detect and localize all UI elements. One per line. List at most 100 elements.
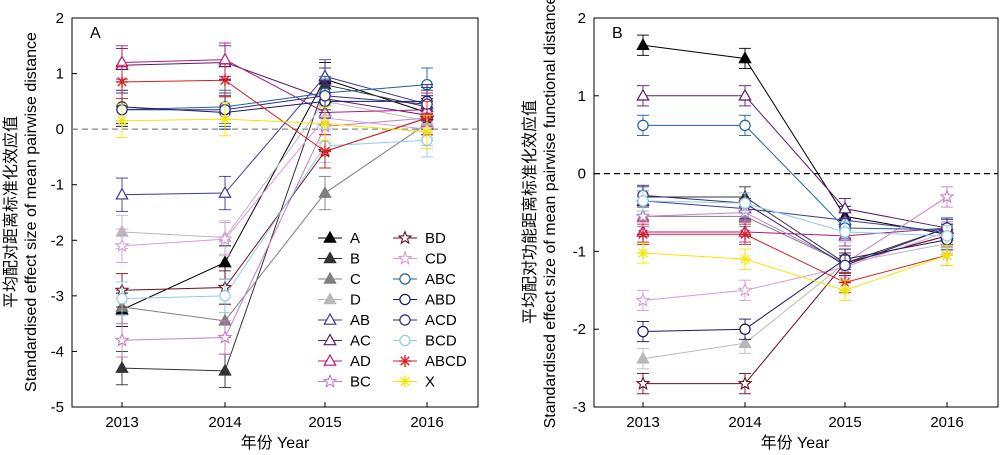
legend-entry-acd: ACD — [393, 312, 457, 329]
series-line — [121, 79, 428, 152]
legend-entry-b: B — [318, 251, 360, 268]
series-line — [642, 200, 948, 237]
data-point — [636, 88, 650, 101]
legend-entry-ad: AD — [318, 353, 371, 370]
legend-entry-bd: BD — [393, 230, 446, 247]
legend-label: ACD — [425, 312, 457, 329]
y-tick-label: 1 — [578, 88, 586, 105]
series-line — [642, 194, 948, 266]
legend-label: C — [350, 271, 361, 288]
series-bcd — [116, 123, 433, 316]
data-point — [115, 187, 129, 200]
panel-b-frame — [593, 17, 999, 408]
y-tick-label: 0 — [578, 166, 586, 183]
data-point — [319, 117, 331, 130]
legend-entry-ac: AC — [318, 333, 371, 350]
legend-entry-bc: BC — [318, 374, 371, 391]
data-point — [941, 230, 953, 242]
legend-label: ABC — [425, 271, 456, 288]
y-tick-label: -2 — [51, 232, 64, 249]
data-point — [115, 360, 129, 373]
legend-label: BCD — [425, 333, 457, 350]
data-point — [219, 74, 231, 87]
y-tick-label: 0 — [56, 121, 64, 138]
y-tick-label: -2 — [573, 321, 586, 338]
data-point — [319, 145, 331, 158]
y-tick-label: -3 — [573, 399, 586, 416]
x-tick-label: 2016 — [930, 414, 963, 431]
series-line — [121, 75, 428, 196]
series-line — [643, 124, 948, 231]
data-point — [116, 114, 128, 127]
data-point — [217, 231, 233, 246]
legend-marker — [399, 334, 411, 347]
data-point — [218, 52, 232, 65]
data-point — [739, 197, 751, 209]
series-line — [643, 196, 948, 264]
panel-a-frame — [71, 17, 479, 408]
data-point — [739, 119, 751, 132]
legend-marker — [323, 271, 337, 284]
legend-marker — [323, 292, 337, 305]
legend-marker — [323, 333, 337, 346]
series-d — [636, 233, 954, 370]
series-line — [642, 231, 948, 301]
panel-a-plot: -5 -4 -3 -2 -1 0 1 2 2013 2014 2015 2016 — [51, 10, 478, 431]
series-x — [116, 102, 433, 150]
y-tick-label: -5 — [51, 399, 64, 416]
series-abc — [116, 67, 433, 127]
series-bd — [635, 225, 955, 395]
legend-entry-ab: AB — [318, 312, 370, 329]
panel-b-ylabel-cn: 平均配对功能距离标准化效应值 — [520, 100, 539, 324]
series-abcd — [116, 63, 433, 169]
legend-label: AC — [350, 333, 371, 350]
legend-label: A — [350, 230, 360, 247]
panel-b: B -3 -2 -1 0 1 2 2013 2014 2015 2016 年份 Year 平均配对… — [520, 0, 999, 452]
series-line — [122, 95, 428, 111]
series-abd — [116, 84, 433, 130]
x-tick-label: 2015 — [308, 414, 341, 431]
legend-marker — [397, 250, 413, 265]
legend-marker — [323, 312, 337, 325]
data-point — [939, 189, 955, 204]
series-line — [642, 243, 948, 360]
series-line — [121, 123, 428, 322]
legend-marker — [323, 230, 337, 243]
series-line — [642, 196, 948, 264]
data-point — [739, 253, 751, 266]
data-point — [219, 290, 231, 302]
y-tick-label: -3 — [51, 288, 64, 305]
legend-marker — [399, 273, 411, 285]
data-point — [739, 228, 751, 241]
panel-b-xlabel: 年份 Year — [761, 434, 830, 452]
legend-label: CD — [425, 251, 447, 268]
legend-label: ABD — [425, 292, 456, 309]
series-line — [121, 61, 428, 116]
data-point — [941, 249, 953, 262]
y-tick-label: -1 — [573, 243, 586, 260]
series-bd — [114, 100, 435, 308]
y-tick-label: -1 — [51, 177, 64, 194]
series-ac — [115, 45, 434, 133]
legend-label: X — [425, 374, 435, 391]
legend-entry-a: A — [318, 230, 360, 247]
legend-label: AD — [350, 353, 371, 370]
panel-a-label: A — [90, 25, 101, 42]
series-line — [121, 139, 428, 300]
data-point — [637, 325, 649, 338]
legend-entry-bcd: BCD — [393, 333, 457, 350]
data-point — [738, 51, 752, 64]
legend-marker — [399, 314, 411, 326]
legend-entry-abd: ABD — [393, 292, 456, 309]
data-point — [114, 238, 130, 253]
data-point — [636, 38, 650, 51]
panel-b-ylabel-en: Standardised effect size of mean pairwis… — [542, 0, 559, 428]
legend-label: BD — [425, 230, 446, 247]
legend-entry-cd: CD — [393, 251, 447, 268]
data-point — [635, 208, 651, 223]
data-point — [738, 335, 752, 349]
y-tick-label: -4 — [51, 343, 64, 360]
data-point — [739, 323, 751, 335]
